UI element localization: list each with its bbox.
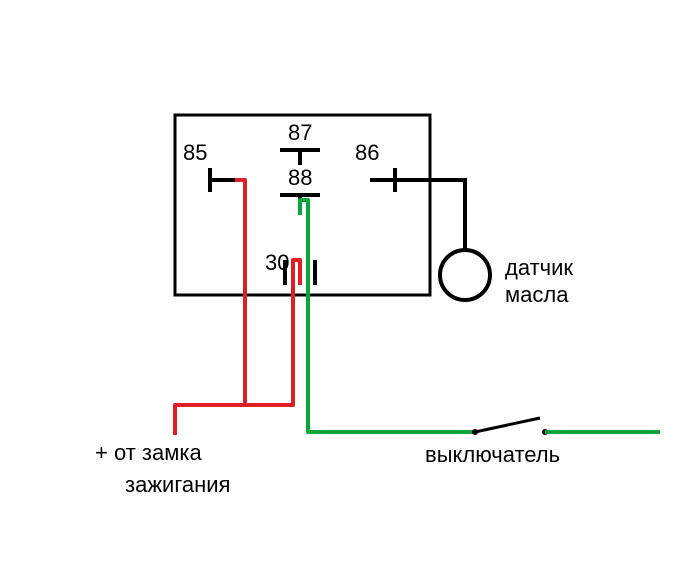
switch-wire-in bbox=[300, 200, 475, 432]
switch-node-1 bbox=[472, 429, 478, 435]
oil-sensor-circle bbox=[440, 250, 490, 300]
ignition-wire-1 bbox=[175, 180, 245, 435]
pin-86-label: 86 bbox=[355, 140, 379, 165]
ignition-label-2: зажигания bbox=[125, 472, 230, 497]
switch-lever bbox=[475, 418, 540, 432]
pin-30-label: 30 bbox=[265, 250, 289, 275]
oil-sensor-label-1: датчик bbox=[505, 255, 573, 280]
relay-wiring-diagram: 87 88 85 86 30 датчик масла + от замка з… bbox=[0, 0, 692, 586]
ignition-wire-2 bbox=[245, 260, 300, 405]
pin-85-label: 85 bbox=[183, 140, 207, 165]
oil-sensor-label-2: масла bbox=[505, 282, 569, 307]
pin-88-label: 88 bbox=[288, 165, 312, 190]
ignition-label-1: + от замка bbox=[95, 440, 202, 465]
switch-label: выключатель bbox=[425, 442, 560, 467]
pin-87-label: 87 bbox=[288, 120, 312, 145]
